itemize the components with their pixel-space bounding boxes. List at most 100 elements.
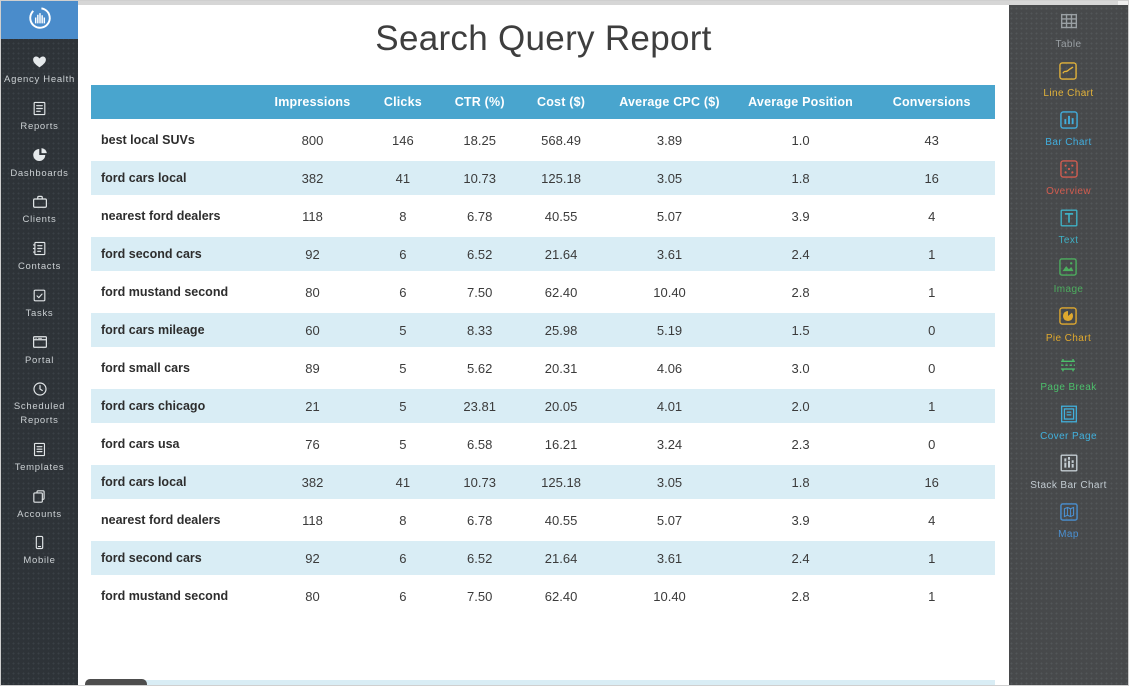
template-document-icon [31,440,48,459]
value-cell: 6.78 [443,503,516,541]
value-cell: 4 [868,199,995,237]
sidebar-item-templates[interactable]: Templates [1,440,78,475]
widget-item-line-chart[interactable]: Line Chart [1043,60,1093,99]
widget-item-text[interactable]: Text [1058,207,1080,246]
widget-item-stack-bar-chart[interactable]: Stack Bar Chart [1030,452,1107,491]
value-cell: 3.9 [732,199,869,237]
value-cell: 20.05 [515,389,607,427]
widget-item-page-break[interactable]: Page Break [1040,354,1096,393]
bar-chart-widget-icon [1058,109,1080,136]
sidebar-item-dashboards[interactable]: Dashboards [1,146,78,181]
widget-item-image[interactable]: Image [1054,256,1084,295]
value-cell: 23.81 [443,389,516,427]
value-cell: 16.21 [515,427,607,465]
table-row: ford cars chicago 21 5 23.81 20.05 4.01 2.0 1 [91,389,995,427]
table-row: ford small cars 89 5 5.62 20.31 4.06 3.0 0 [91,351,995,389]
sidebar-item-portal[interactable]: Portal [1,333,78,368]
value-cell: 6.58 [443,427,516,465]
value-cell: 5.62 [443,351,516,389]
keyword-cell: nearest ford dealers [91,199,263,237]
widget-item-map[interactable]: Map [1058,501,1080,540]
sidebar-item-accounts[interactable]: Accounts [1,487,78,522]
widget-item-overview[interactable]: Overview [1046,158,1091,197]
keyword-cell: ford cars local [91,161,263,199]
widget-sidebar: Table Line Chart Bar Chart Overview Text Imag… [1009,1,1128,685]
value-cell: 10.40 [606,579,733,617]
sidebar-item-agency-health[interactable]: Agency Health [1,52,78,87]
widget-item-bar-chart[interactable]: Bar Chart [1045,109,1091,148]
sidebar-item-scheduled-reports[interactable]: Scheduled Reports [1,379,78,428]
value-cell: 7.50 [443,579,516,617]
value-cell: 6 [362,541,444,579]
value-cell: 62.40 [515,275,607,313]
value-cell: 3.05 [606,465,733,503]
table-row: ford mustand second 80 6 7.50 62.40 10.40 2.8 1 [91,275,995,313]
widget-list: Table Line Chart Bar Chart Overview Text Imag… [1009,11,1128,540]
sidebar-item-contacts[interactable]: Contacts [1,239,78,274]
sidebar-item-mobile[interactable]: Mobile [1,533,78,568]
top-scrollbar-thumb[interactable] [1118,1,1128,5]
value-cell: 382 [262,465,363,503]
sidebar-item-clients[interactable]: Clients [1,192,78,227]
value-cell: 21.64 [515,541,607,579]
column-header: Clicks [362,85,444,123]
report-canvas: Search Query Report Impressions Clicks CTR… [78,1,1009,685]
table-row: ford cars mileage 60 5 8.33 25.98 5.19 1.5 0 [91,313,995,351]
widget-item-cover-page[interactable]: Cover Page [1040,403,1097,442]
widget-item-label: Overview [1046,186,1091,197]
value-cell: 10.73 [443,161,516,199]
value-cell: 80 [262,579,363,617]
value-cell: 5 [362,313,444,351]
column-header: Average Position [732,85,869,123]
map-widget-icon [1058,501,1080,528]
search-query-table-widget[interactable]: Impressions Clicks CTR (%) Cost ($) Average … [91,85,995,617]
app-logo[interactable] [1,1,78,39]
page-title: Search Query Report [375,19,712,58]
value-cell: 16 [868,161,995,199]
sidebar-item-label: Portal [24,354,55,366]
widget-item-pie-chart[interactable]: Pie Chart [1046,305,1091,344]
value-cell: 89 [262,351,363,389]
sidebar-item-label: Contacts [17,261,62,273]
value-cell: 5 [362,351,444,389]
value-cell: 20.31 [515,351,607,389]
table-row: ford second cars 92 6 6.52 21.64 3.61 2.4 1 [91,237,995,275]
line-chart-widget-icon [1057,60,1079,87]
widget-item-label: Page Break [1040,382,1097,393]
widget-item-label: Line Chart [1043,88,1094,99]
widget-item-label: Cover Page [1040,431,1097,442]
top-scrollbar[interactable] [78,1,1128,5]
value-cell: 60 [262,313,363,351]
briefcase-icon [31,192,49,211]
sidebar-item-label: Agency Health [4,74,75,85]
sidebar-item-tasks[interactable]: Tasks [1,286,78,321]
value-cell: 8 [362,199,444,237]
table-header-row: Impressions Clicks CTR (%) Cost ($) Average … [91,85,995,123]
value-cell: 3.89 [606,123,733,161]
table-widget-icon [1058,11,1080,38]
value-cell: 5.07 [606,199,733,237]
value-cell: 3.61 [606,237,733,275]
value-cell: 3.05 [606,161,733,199]
value-cell: 6.52 [443,237,516,275]
value-cell: 2.8 [732,275,869,313]
value-cell: 2.4 [732,237,869,275]
keyword-cell: ford mustand second [91,579,263,617]
stack-bar-chart-widget-icon [1058,452,1080,479]
value-cell: 1.8 [732,465,869,503]
value-cell: 2.4 [732,541,869,579]
value-cell: 2.3 [732,427,869,465]
cover-page-widget-icon [1058,403,1080,430]
sidebar-item-label: Dashboards [10,167,69,179]
sidebar-item-reports[interactable]: Reports [1,99,78,134]
value-cell: 800 [262,123,363,161]
table-row: ford cars usa 76 5 6.58 16.21 3.24 2.3 0 [91,427,995,465]
smartphone-icon [31,533,48,552]
widget-item-table[interactable]: Table [1056,11,1082,50]
value-cell: 4 [868,503,995,541]
value-cell: 125.18 [515,465,607,503]
table-row: ford cars local 382 41 10.73 125.18 3.05 1.8 16 [91,465,995,503]
value-cell: 118 [262,503,363,541]
bottom-left-partial-control[interactable] [85,679,147,685]
contact-book-icon [31,239,48,258]
